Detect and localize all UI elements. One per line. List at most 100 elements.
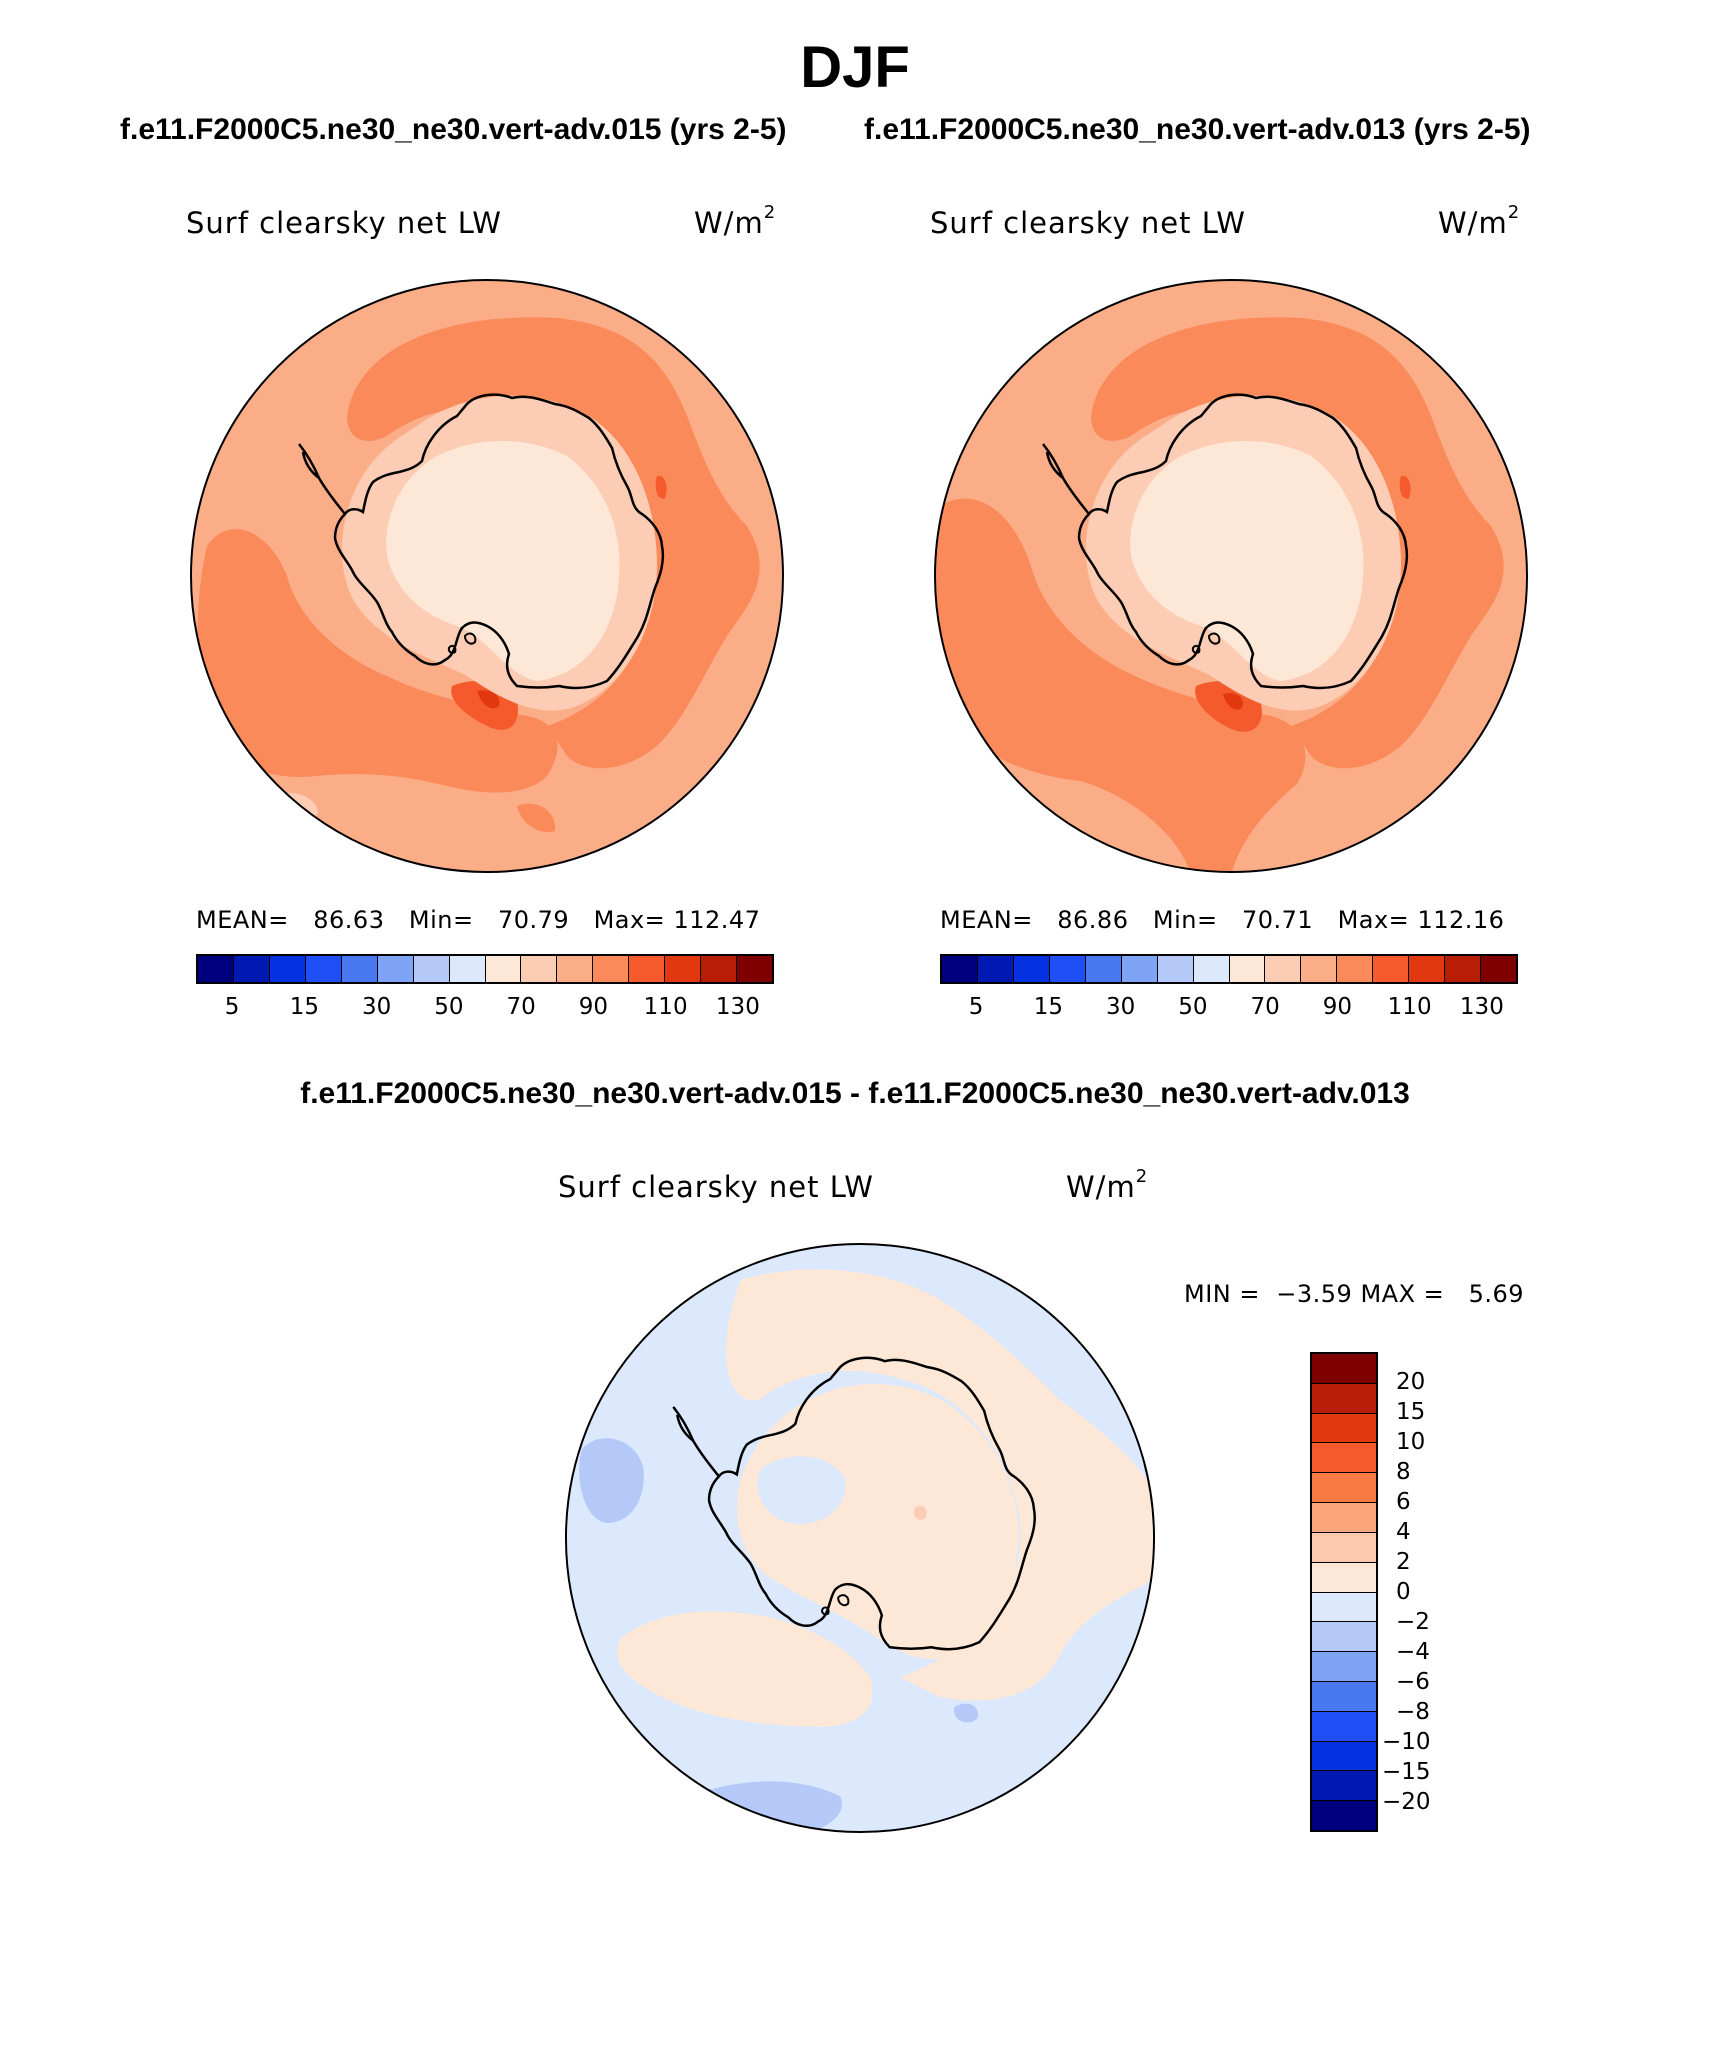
colorbar-tick-label: 15 — [1396, 1399, 1426, 1425]
colorbar-cell — [593, 956, 630, 982]
colorbar-cell — [557, 956, 594, 982]
colorbar-cell — [1013, 956, 1050, 982]
colorbar-cell — [1312, 1413, 1376, 1444]
max-value-left: 112.47 — [673, 906, 761, 934]
colorbar-cell — [1312, 1681, 1376, 1712]
colorbar-cell — [737, 956, 772, 982]
units-right: W/m2 — [1438, 202, 1521, 240]
diff-fill-2-4-spot — [913, 1505, 927, 1520]
colorbar-cell — [1312, 1711, 1376, 1742]
colorbar-cell — [485, 956, 522, 982]
case-title-right: f.e11.F2000C5.ne30_ne30.vert-adv.013 (yr… — [864, 113, 1531, 146]
colorbar-tick-label: 70 — [1250, 994, 1280, 1020]
colorbar-cell — [942, 956, 978, 982]
colorbar-cell — [1157, 956, 1194, 982]
colorbar-tick-label: 15 — [1033, 994, 1064, 1020]
colorbar-cell — [1265, 956, 1302, 982]
colorbar-tick-label: −15 — [1382, 1759, 1431, 1785]
colorbar-tick-label: 0 — [1396, 1579, 1411, 1605]
colorbar-cell — [198, 956, 234, 982]
colorbar-cell — [1229, 956, 1266, 982]
map-boundary-right — [934, 279, 1528, 873]
ross-sea-islands — [821, 1594, 850, 1616]
diff-fill-0-2-southwest — [617, 1611, 873, 1727]
colorbar-cell — [377, 956, 414, 982]
colorbar-cell — [1312, 1622, 1376, 1653]
colorbar-cell — [1049, 956, 1086, 982]
diff-fill-m4-m2-west — [579, 1438, 644, 1524]
colorbar-tick-label: 130 — [1459, 994, 1504, 1020]
colorbar-cell — [1085, 956, 1122, 982]
colorbar-cell — [629, 956, 666, 982]
diff-fill-m2-0-interior — [757, 1456, 846, 1524]
mean-value-left: 86.63 — [313, 906, 385, 934]
colorbar-cell — [701, 956, 738, 982]
variable-name-left: Surf clearsky net LW — [186, 206, 502, 240]
colorbar-tick-label: 5 — [224, 994, 240, 1020]
antarctic-peninsula — [672, 1406, 720, 1478]
units-diff: W/m2 — [1066, 1166, 1149, 1204]
map-fill-level-60-70 — [1130, 441, 1364, 681]
map-fill-level-100-110-east — [1399, 475, 1411, 499]
colorbar-cell — [305, 956, 342, 982]
colorbar-tick-label: 110 — [1387, 994, 1432, 1020]
map-fill-level-90-100-north — [347, 317, 760, 769]
min-value-right: 70.71 — [1241, 906, 1314, 934]
colorbar-tick-label: 4 — [1396, 1519, 1411, 1545]
colorbar-cell — [1312, 1801, 1376, 1830]
colorbar-tick-label: 50 — [434, 994, 464, 1020]
colorbar-tick-label: −20 — [1382, 1789, 1431, 1815]
colorbar-tick-label: 50 — [1178, 994, 1208, 1020]
colorbar-cell — [1312, 1771, 1376, 1802]
antarctic-coastline — [707, 1356, 1036, 1651]
colorbar-cell — [1337, 956, 1374, 982]
variable-name-diff: Surf clearsky net LW — [558, 1170, 874, 1204]
colorbar-cell — [1312, 1503, 1376, 1533]
colorbar-cell — [1373, 956, 1410, 982]
colorbar-tick-label: 130 — [715, 994, 760, 1020]
colorbar-cell — [1312, 1592, 1376, 1623]
colorbar-tick-label: 70 — [506, 994, 536, 1020]
colorbar-tick-label: 20 — [1396, 1369, 1426, 1395]
max-label-left: Max= — [593, 906, 666, 934]
colorbar-tick-label: −6 — [1396, 1669, 1430, 1695]
min-label-left: Min= — [408, 906, 474, 934]
colorbar-cell — [1312, 1532, 1376, 1563]
colorbar-tick-label: 5 — [968, 994, 984, 1020]
map-boundary-left — [190, 279, 784, 873]
colorbar-tick-label: 30 — [361, 994, 392, 1020]
colorbar-difference — [1310, 1352, 1378, 1832]
colorbar-tick-label: 15 — [289, 994, 320, 1020]
units-left: W/m2 — [694, 202, 777, 240]
colorbar-cell — [413, 956, 450, 982]
map-boundary-difference — [564, 1242, 1156, 1834]
colorbar-cell — [665, 956, 702, 982]
colorbar-tick-label: 10 — [1396, 1429, 1426, 1455]
colorbar-tick-label: −8 — [1396, 1699, 1430, 1725]
colorbar-cell — [1409, 956, 1446, 982]
colorbar-cell — [1301, 956, 1338, 982]
colorbar-tick-label: −4 — [1396, 1639, 1430, 1665]
difference-title: f.e11.F2000C5.ne30_ne30.vert-adv.015 - f… — [300, 1077, 1410, 1110]
colorbar-tick-label: −10 — [1382, 1729, 1431, 1755]
colorbar-cell — [1445, 956, 1482, 982]
polar-map-right — [934, 279, 1528, 873]
colorbar-cell — [1312, 1562, 1376, 1593]
antarctic-peninsula — [1042, 443, 1090, 515]
map-fill-level-100-110-east — [655, 475, 667, 499]
colorbar-cell — [1481, 956, 1516, 982]
min-value-left: 70.79 — [497, 906, 570, 934]
map-fill-level-90-100-west — [935, 498, 1306, 872]
colorbar-tick-label: 2 — [1396, 1549, 1411, 1575]
colorbar-left — [196, 954, 774, 984]
colorbar-tick-label: −2 — [1396, 1609, 1430, 1635]
mean-label-right: MEAN= — [940, 906, 1033, 934]
colorbar-tick-label: 8 — [1396, 1459, 1411, 1485]
antarctic-coastline — [1077, 393, 1409, 690]
colorbar-tick-label: 90 — [1322, 994, 1353, 1020]
colorbar-tick-label: 110 — [643, 994, 688, 1020]
colorbar-tick-label: 6 — [1396, 1489, 1411, 1515]
map-fill-level-110-120 — [477, 690, 500, 709]
case-title-left: f.e11.F2000C5.ne30_ne30.vert-adv.015 (yr… — [120, 113, 787, 146]
stats-right: MEAN= 86.86 Min= 70.71 Max= 112.16 — [940, 906, 1504, 934]
